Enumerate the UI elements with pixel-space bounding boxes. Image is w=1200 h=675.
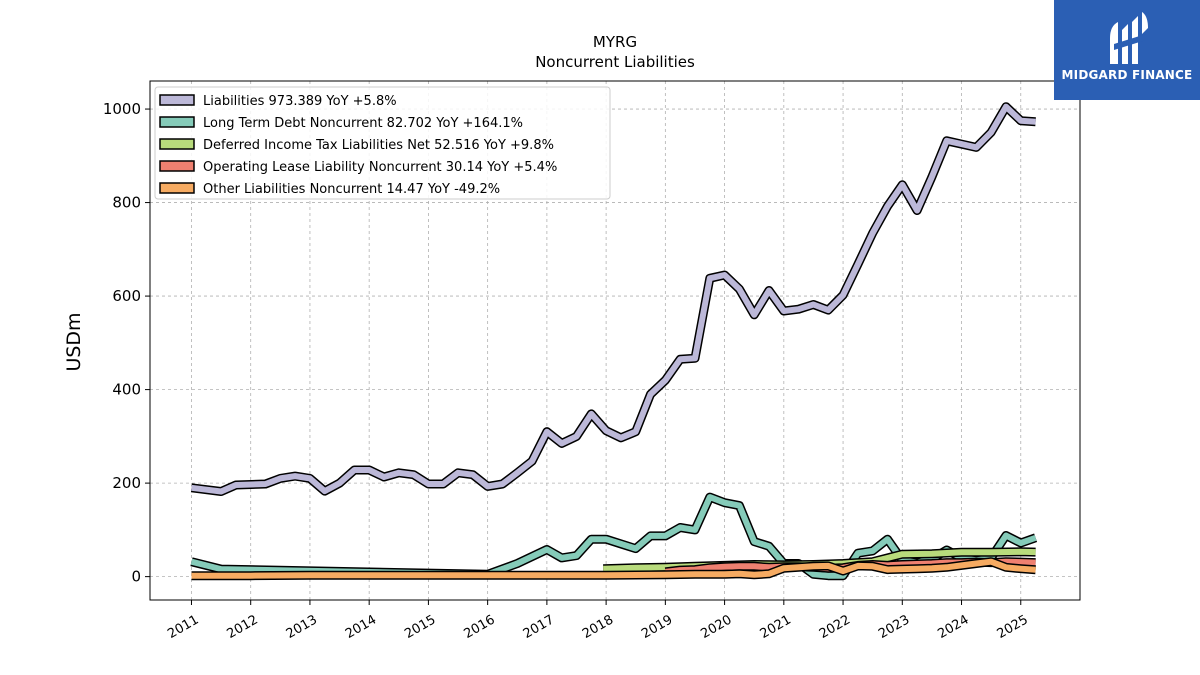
series-lines: [190, 102, 1038, 581]
legend-entry-0: Liabilities 973.389 YoY +5.8%: [203, 94, 397, 109]
chart-subtitle: Noncurrent Liabilities: [535, 53, 695, 71]
y-tick-label: 0: [131, 568, 141, 586]
x-tick-label: 2023: [876, 612, 912, 642]
y-axis-label: USDm: [63, 312, 85, 371]
y-tick-label: 1000: [103, 100, 141, 118]
x-tick-label: 2016: [461, 612, 497, 642]
plot-frame: [149, 80, 1081, 601]
x-tick-label: 2024: [935, 612, 971, 642]
x-tick-label: 2014: [343, 612, 379, 642]
x-tick-label: 2018: [580, 612, 616, 642]
y-tick-label: 200: [112, 474, 141, 492]
chart-title: MYRG: [593, 33, 637, 51]
x-tick-label: 2015: [402, 612, 438, 642]
legend-swatch-3: [159, 160, 195, 172]
legend-swatch-4: [159, 182, 195, 194]
legend-swatch-2: [159, 138, 195, 150]
x-tick-label: 2021: [758, 612, 794, 642]
y-tick-label: 800: [112, 194, 141, 212]
x-tick-label: 2020: [698, 612, 734, 642]
legend-entry-1: Long Term Debt Noncurrent 82.702 YoY +16…: [203, 116, 523, 131]
legend: Liabilities 973.389 YoY +5.8% Long Term D…: [154, 86, 611, 200]
y-tick-label: 600: [112, 287, 141, 305]
x-tick-label: 2012: [225, 612, 261, 642]
series-line-0: [191, 103, 1036, 495]
x-tick-label: 2019: [639, 612, 675, 642]
y-tick-label: 400: [112, 381, 141, 399]
x-tick-label: 2017: [521, 612, 557, 642]
legend-swatch-0: [159, 94, 195, 106]
watermark-brand: MIDGARD FINANCE: [1061, 68, 1193, 82]
x-tick-label: 2022: [817, 612, 853, 642]
x-tick-label: 2013: [284, 612, 320, 642]
series-line-4: [191, 558, 1036, 579]
legend-entry-3: Operating Lease Liability Noncurrent 30.…: [203, 160, 557, 175]
legend-swatch-1: [159, 116, 195, 128]
x-tick-label: 2011: [165, 612, 201, 642]
legend-box: [154, 86, 611, 200]
legend-entry-4: Other Liabilities Noncurrent 14.47 YoY -…: [203, 182, 500, 197]
x-tick-label: 2025: [995, 612, 1031, 642]
midgard-logo-icon: [1110, 12, 1148, 64]
legend-entry-2: Deferred Income Tax Liabilities Net 52.5…: [203, 138, 554, 153]
watermark-logo: MIDGARD FINANCE: [1054, 0, 1200, 100]
